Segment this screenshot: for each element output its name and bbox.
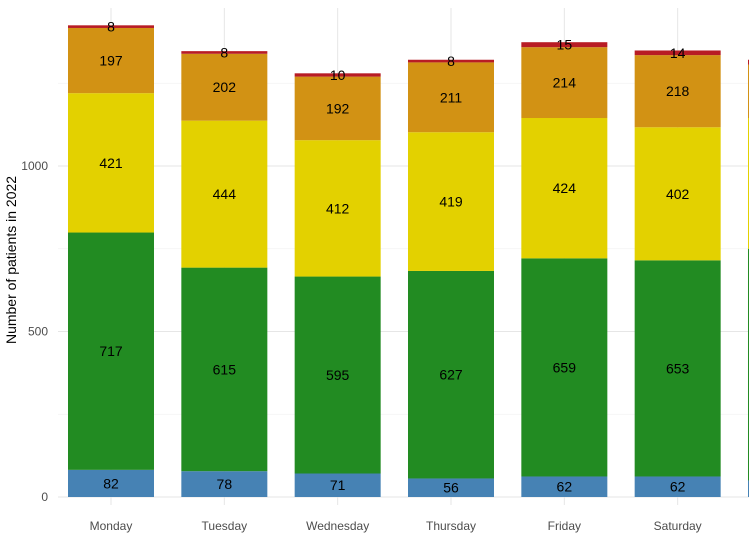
bar-label-saturday-yellow: 402 — [666, 186, 690, 202]
bar-wednesday-blue — [294, 473, 381, 497]
bar-label-saturday-blue: 62 — [670, 479, 686, 495]
bar-tuesday-orange — [181, 53, 268, 121]
bar-wednesday-orange — [294, 76, 381, 141]
bar-label-wednesday-blue: 71 — [330, 477, 346, 493]
bar-monday-blue — [68, 469, 154, 497]
bar-label-tuesday-yellow: 444 — [213, 186, 237, 202]
bar-friday-red — [521, 42, 608, 48]
bar-monday-green — [68, 232, 154, 470]
bar-label-thursday-yellow: 419 — [439, 194, 463, 210]
x-tick-label-tuesday: Tuesday — [202, 519, 248, 533]
bar-label-tuesday-green: 615 — [213, 361, 237, 377]
bar-label-friday-yellow: 424 — [553, 180, 577, 196]
bars — [68, 25, 749, 497]
bar-label-friday-red: 15 — [557, 37, 573, 53]
bar-label-monday-green: 717 — [99, 343, 123, 359]
bar-saturday-green — [634, 260, 721, 477]
x-axis-ticks: Monday Tuesday Wednesday Thursday Friday Satu… — [90, 519, 702, 533]
bar-saturday-red — [634, 50, 721, 56]
y-tick-label-1000: 1000 — [21, 159, 48, 173]
bar-tuesday-blue — [181, 471, 268, 497]
bar-tuesday-yellow — [181, 120, 268, 268]
bar-thursday-orange — [408, 62, 494, 133]
bar-labels: 82 717 421 197 8 78 615 444 202 8 71 595 412 192 10 56 6… — [99, 19, 690, 496]
bar-label-monday-red: 8 — [107, 19, 115, 35]
bar-label-saturday-orange: 218 — [666, 83, 690, 99]
bar-wednesday-green — [294, 276, 381, 474]
bar-label-wednesday-red: 10 — [330, 67, 346, 83]
bar-label-saturday-green: 653 — [666, 360, 690, 376]
bar-monday-yellow — [68, 93, 154, 233]
x-tick-label-monday: Monday — [90, 519, 133, 533]
y-tick-label-0: 0 — [41, 490, 48, 504]
y-axis-ticks: 0 500 1000 — [21, 159, 48, 504]
bar-thursday-red — [408, 59, 494, 63]
bar-thursday-green — [408, 270, 494, 479]
bar-label-thursday-green: 627 — [439, 367, 463, 383]
bar-monday-orange — [68, 27, 154, 94]
bar-label-friday-orange: 214 — [553, 75, 577, 91]
x-tick-label-saturday: Saturday — [654, 519, 702, 533]
bar-saturday-yellow — [634, 127, 721, 261]
bar-label-monday-blue: 82 — [103, 475, 119, 491]
bar-wednesday-yellow — [294, 140, 381, 277]
x-tick-label-thursday: Thursday — [426, 519, 476, 533]
y-axis-title: Number of patients in 2022 — [3, 176, 19, 344]
bar-label-friday-blue: 62 — [557, 479, 573, 495]
bar-label-tuesday-orange: 202 — [213, 79, 237, 95]
bar-wednesday-red — [294, 73, 381, 77]
bar-friday-blue — [521, 476, 608, 497]
bar-label-tuesday-red: 8 — [220, 44, 228, 60]
bar-label-thursday-blue: 56 — [443, 480, 459, 496]
bar-label-thursday-red: 8 — [447, 53, 455, 69]
bar-thursday-blue — [408, 478, 494, 497]
bar-label-tuesday-blue: 78 — [217, 476, 233, 492]
bar-friday-yellow — [521, 118, 608, 259]
bar-tuesday-red — [181, 51, 268, 54]
bar-thursday-yellow — [408, 132, 494, 271]
x-tick-label-friday: Friday — [548, 519, 581, 533]
bar-tuesday-green — [181, 267, 268, 472]
bar-label-friday-green: 659 — [553, 359, 577, 375]
bar-label-wednesday-orange: 192 — [326, 100, 350, 116]
bar-label-wednesday-green: 595 — [326, 367, 350, 383]
bar-saturday-blue — [634, 476, 721, 497]
bar-label-saturday-red: 14 — [670, 45, 686, 61]
bar-friday-orange — [521, 47, 608, 119]
bar-saturday-orange — [634, 55, 721, 128]
bar-monday-red — [68, 25, 154, 28]
bar-label-wednesday-yellow: 412 — [326, 200, 350, 216]
x-tick-label-wednesday: Wednesday — [306, 519, 369, 533]
bar-label-monday-yellow: 421 — [99, 155, 123, 171]
bar-label-monday-orange: 197 — [99, 53, 123, 69]
bar-friday-green — [521, 258, 608, 477]
y-tick-label-500: 500 — [28, 325, 48, 339]
bar-label-thursday-orange: 211 — [440, 89, 463, 105]
